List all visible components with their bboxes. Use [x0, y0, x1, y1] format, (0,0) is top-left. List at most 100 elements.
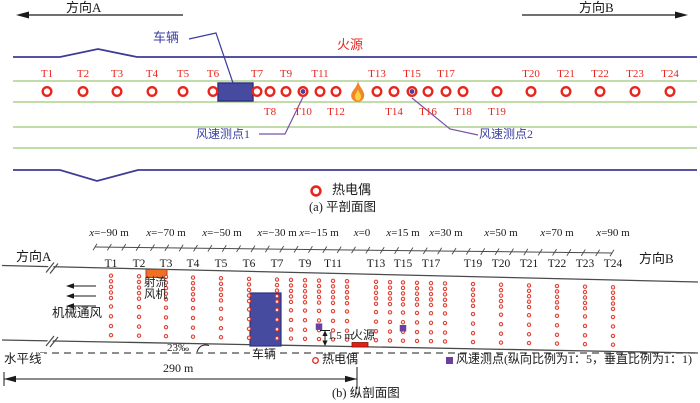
thermo-tree-dot-T9 [302, 327, 308, 333]
thermocouple-T6 [207, 85, 219, 97]
thermo-tree-dot-T16 [414, 338, 420, 344]
thermocouple-T3 [111, 85, 123, 97]
section-fire-label: 火源 [351, 328, 376, 342]
plan-station-label-T4: T4 [146, 68, 159, 80]
plan-station-label-T19: T19 [488, 106, 506, 118]
plan-station-label-T21: T21 [557, 68, 575, 80]
anemometer1-label: 风速测点1 [196, 127, 251, 141]
thermo-tree-dot-T7 [274, 327, 280, 332]
thermo-tree-dot-T15 [400, 280, 406, 285]
section-station-label-T3: T3 [160, 258, 173, 270]
x-axis-label: x=50 m [484, 227, 518, 239]
section-station-labels: T1 T2 T3 T4 T5 T6 T7 T9 T11 T13 T15 T17 T19 T20 T21 T22… [105, 258, 623, 270]
plan-caption: (a) 平剖面图 [309, 200, 376, 214]
section-vehicle-label: 车辆 [250, 347, 279, 362]
thermo-tree-dot-T8 [288, 336, 294, 341]
section-station-label-T11: T11 [324, 258, 342, 270]
thermo-tree-dot-T23 [582, 306, 588, 311]
ruler-tick [178, 244, 184, 252]
thermo-tree-dot-T23 [582, 341, 588, 347]
thermo-tree-dot-T14 [387, 301, 393, 307]
ruler-tick [135, 244, 141, 251]
ruler-tick [480, 248, 486, 255]
thermo-tree-dot-T19 [470, 287, 476, 292]
thermo-tree-dot-T24 [610, 324, 616, 329]
ruler-tick [336, 246, 342, 254]
thermo-tree-dot-T20 [498, 293, 504, 298]
ruler-tick [552, 248, 557, 256]
ruler-tick [566, 249, 572, 256]
thermo-tree-dot-T11 [330, 289, 336, 295]
thermo-tree-dot-T4 [190, 292, 196, 297]
ruler-tick [308, 246, 313, 253]
thermo-tree-dot-T4 [190, 315, 196, 321]
thermo-tree-dot-T7 [274, 317, 280, 322]
ruler-tick [236, 245, 241, 253]
plan-station-label-T12: T12 [327, 106, 345, 118]
thermo-tree-dot-T6 [246, 282, 252, 287]
thermo-tree-dot-T20 [498, 287, 504, 293]
thermocouple-T24 [664, 85, 676, 97]
thermo-tree-dot-T17 [428, 291, 434, 297]
thermo-tree-dot-T9 [302, 294, 308, 299]
plan-tunnel-walls [13, 48, 697, 182]
section-station-label-T6: T6 [243, 258, 256, 270]
ruler-tick [121, 243, 127, 251]
section-station-label-T17: T17 [422, 258, 441, 270]
thermo-tree-dot-T10 [316, 283, 322, 289]
section-direction-b-label: 方向B [639, 251, 674, 266]
thermo-tree-dot-T19 [470, 298, 476, 303]
thermo-tree-dot-T24 [610, 314, 616, 320]
x-axis-label: x=90 m [596, 227, 630, 239]
thermo-tree-dot-T6 [246, 293, 252, 298]
thermo-tree-dot-T13 [373, 319, 379, 324]
ruler-tick [379, 246, 385, 254]
thermo-tree-dot-T23 [582, 333, 588, 338]
x-axis-label: x=−90 m [89, 227, 129, 239]
thermo-tree-dot-T1 [108, 304, 114, 309]
thermo-tree-dot-T1 [108, 295, 114, 301]
thermo-tree-dot-T22 [554, 300, 560, 305]
x-axis-label: x=0 [353, 227, 371, 239]
thermo-tree-dot-T21 [526, 313, 532, 318]
slope-label: 23‰ [167, 342, 189, 354]
thermo-tree-dot-T24 [610, 306, 616, 312]
thermo-tree-dot-T24 [610, 301, 616, 306]
vehicle-leader-line [188, 32, 234, 84]
thermo-tree-dot-T8 [288, 299, 294, 305]
thermo-tree-dot-T7 [274, 277, 280, 282]
thermo-tree-dot-T19 [470, 292, 476, 298]
jet-fan-label-line1: 射流 [144, 277, 167, 289]
section-station-label-T24: T24 [604, 258, 623, 270]
thermo-tree-dot-T22 [554, 283, 560, 289]
thermo-tree-dot-T13 [373, 301, 379, 307]
section-station-label-T1: T1 [105, 258, 118, 270]
anemometer2-label: 风速测点2 [479, 127, 534, 141]
thermo-tree-dot-T14 [387, 338, 393, 343]
thermo-tree-dot-T7 [274, 299, 280, 304]
thermo-tree-dot-T5 [218, 306, 224, 311]
thermo-tree-dot-T16 [414, 310, 420, 316]
plan-legend-thermocouple-label: 热电偶 [332, 182, 372, 197]
anemometer-square-T10 [315, 323, 323, 330]
jet-fan [145, 269, 168, 278]
thermo-tree-dot-T15 [400, 302, 406, 307]
thermo-tree-dot-T3 [163, 305, 169, 310]
thermocouple-T1 [41, 85, 53, 97]
thermo-tree-dot-T20 [498, 298, 504, 304]
thermo-tree-dot-T16 [414, 286, 420, 291]
thermo-tree-dot-T3 [163, 297, 169, 302]
ruler-tick [595, 249, 601, 257]
anemometer2-leader-line [411, 97, 479, 136]
thermo-tree-dot-T21 [526, 288, 532, 294]
thermo-tree-dot-T6 [246, 326, 252, 331]
plan-direction-a-label: 方向A [66, 0, 102, 15]
thermo-tree-dot-T13 [373, 329, 379, 334]
thermo-tree-dot-T5 [218, 298, 224, 303]
thermo-tree-dot-T19 [470, 330, 476, 336]
thermo-tree-dot-T16 [414, 302, 420, 307]
thermo-tree-dot-T22 [554, 289, 560, 294]
thermocouple-T13 [371, 85, 383, 97]
thermocouple-T18 [457, 85, 469, 97]
thermo-tree-dot-T19 [470, 321, 476, 326]
